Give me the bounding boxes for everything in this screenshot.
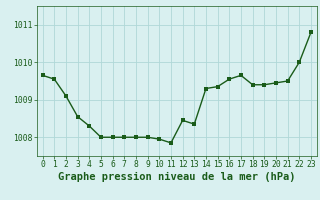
X-axis label: Graphe pression niveau de la mer (hPa): Graphe pression niveau de la mer (hPa)	[58, 172, 296, 182]
